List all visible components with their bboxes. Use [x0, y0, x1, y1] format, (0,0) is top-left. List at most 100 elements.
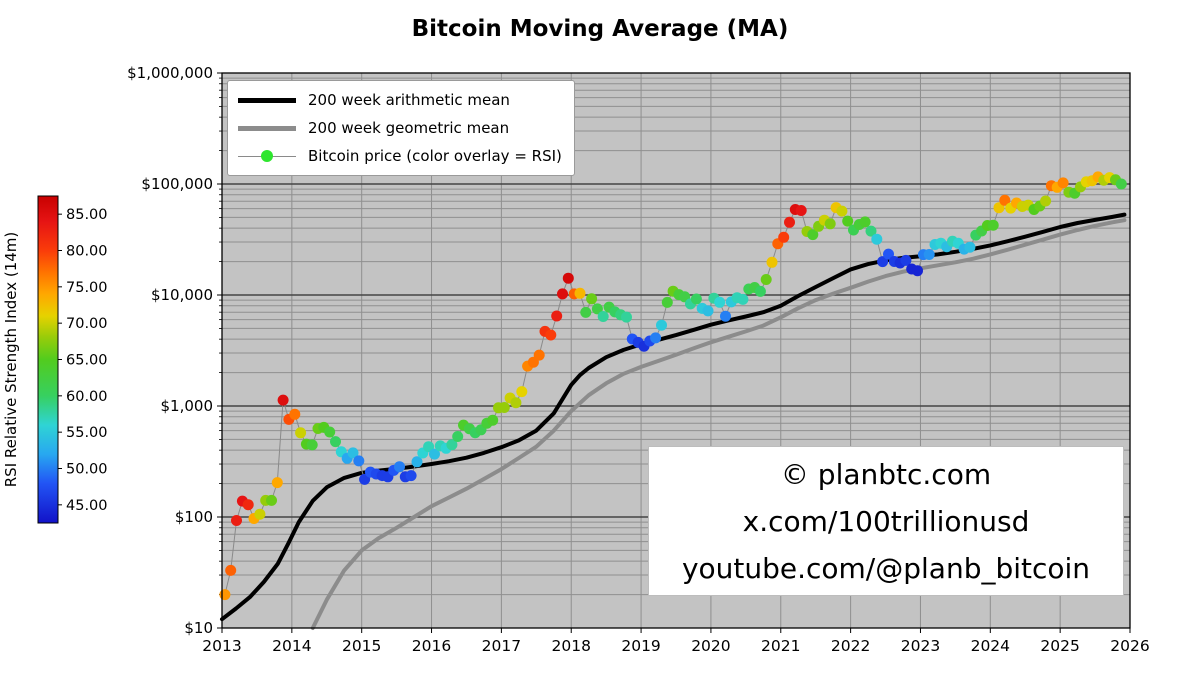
price-point	[510, 397, 522, 409]
y-tick-label: $1,000,000	[127, 64, 213, 82]
axis-ticks: 2013 2014 2015 2016 2017 2018 2019 2020 2021 2022…	[127, 64, 1150, 655]
x-tick-label: 2017	[482, 637, 521, 655]
price-point	[429, 448, 440, 460]
x-tick-label: 2015	[342, 637, 381, 655]
price-point	[824, 218, 836, 230]
colorbar-tick-label: 50.00	[66, 462, 108, 478]
x-tick-label: 2024	[971, 637, 1010, 655]
price-point	[795, 205, 807, 216]
price-point	[423, 441, 435, 453]
x-tick-label: 2022	[831, 637, 870, 655]
x-tick-label: 2026	[1110, 637, 1149, 655]
y-tick-label: $100,000	[141, 175, 213, 193]
price-point	[225, 564, 237, 576]
colorbar-label: RSI Relative Strength Index (14m)	[2, 232, 20, 488]
plot-border	[221, 72, 1131, 629]
price-point	[987, 219, 999, 231]
price-point	[545, 329, 557, 341]
x-tick-label: 2018	[552, 637, 591, 655]
legend: 200 week arithmetic mean 200 week geomet…	[227, 80, 575, 176]
y-tick-label: $1,000	[161, 397, 214, 415]
price-point	[254, 508, 266, 520]
price-point	[231, 515, 242, 526]
colorbar-tick-label: 65.00	[66, 353, 108, 369]
price-point	[347, 447, 359, 459]
price-point	[702, 305, 714, 317]
price-point	[271, 477, 283, 489]
watermark-line-3: youtube.com/@planb_bitcoin	[681, 551, 1091, 585]
x-tick-label: 2013	[202, 637, 241, 655]
price-point	[912, 265, 923, 277]
price-point	[923, 249, 935, 260]
price-point	[586, 293, 598, 305]
price-point	[690, 293, 702, 305]
legend-label-geometric-mean: 200 week geometric mean	[308, 119, 510, 137]
price-point	[446, 439, 458, 451]
price-point	[877, 256, 889, 268]
price-point	[574, 287, 586, 299]
colorbar-tick-label: 80.00	[66, 244, 108, 260]
price-point	[650, 332, 662, 344]
price-point	[836, 205, 848, 217]
price-point	[498, 402, 510, 413]
x-tick-label: 2021	[761, 637, 800, 655]
legend-item-geometric-mean: 200 week geometric mean	[238, 116, 562, 140]
price-point	[999, 194, 1011, 206]
y-tick-label: $10	[184, 619, 213, 637]
rsi-colorbar	[37, 195, 59, 524]
arithmetic-mean-line-sample	[238, 98, 296, 103]
watermark-line-2: x.com/100trillionusd	[742, 504, 1030, 538]
geometric-mean-swatch	[238, 121, 296, 135]
legend-label-bitcoin-price: Bitcoin price (color overlay = RSI)	[308, 147, 562, 165]
price-point	[551, 310, 563, 322]
price-point	[842, 215, 854, 227]
price-point	[720, 310, 731, 322]
price-point	[754, 285, 766, 297]
price-point	[411, 456, 423, 468]
price-point	[865, 225, 877, 237]
price-point	[1040, 195, 1052, 207]
price-point	[760, 274, 772, 285]
price-point	[993, 202, 1005, 214]
bitcoin-price-swatch	[238, 149, 296, 163]
colorbar-tick-label: 60.00	[66, 389, 108, 405]
colorbar-tick-label: 55.00	[66, 425, 108, 441]
x-tick-label: 2023	[901, 637, 940, 655]
x-tick-label: 2025	[1040, 637, 1079, 655]
y-tick-label: $10,000	[151, 286, 213, 304]
price-point	[516, 386, 528, 398]
colorbar-tick-label: 70.00	[66, 316, 108, 332]
price-point	[883, 248, 894, 260]
price-point	[784, 216, 795, 228]
price-point	[900, 254, 912, 266]
legend-label-arithmetic-mean: 200 week arithmetic mean	[308, 91, 510, 109]
price-point	[807, 229, 819, 241]
price-point	[452, 431, 464, 442]
price-point	[964, 241, 976, 253]
legend-item-bitcoin-price: Bitcoin price (color overlay = RSI)	[238, 144, 562, 168]
arithmetic-mean-swatch	[238, 93, 296, 107]
price-point	[295, 427, 307, 439]
price-point	[557, 288, 568, 300]
price-point	[656, 319, 667, 331]
bitcoin-price-marker-icon	[261, 150, 273, 162]
price-point	[405, 470, 417, 482]
x-tick-label: 2014	[272, 637, 311, 655]
price-point	[766, 256, 778, 268]
geometric-mean-line-sample	[238, 126, 296, 131]
watermark-line-1: © planbtc.com	[780, 457, 992, 491]
watermark-box: © planbtc.com x.com/100trillionusd youtu…	[648, 446, 1124, 596]
price-point	[1057, 177, 1069, 189]
price-point	[330, 436, 341, 448]
price-point	[562, 272, 574, 284]
price-point	[661, 296, 673, 308]
price-point	[621, 311, 632, 323]
chart-title: Bitcoin Moving Average (MA)	[411, 16, 789, 42]
price-point	[597, 311, 609, 322]
colorbar-tick-label: 45.00	[66, 498, 108, 514]
y-tick-label: $100	[175, 508, 213, 526]
legend-item-arithmetic-mean: 200 week arithmetic mean	[238, 88, 562, 112]
price-point	[871, 233, 883, 245]
x-tick-label: 2016	[412, 637, 451, 655]
